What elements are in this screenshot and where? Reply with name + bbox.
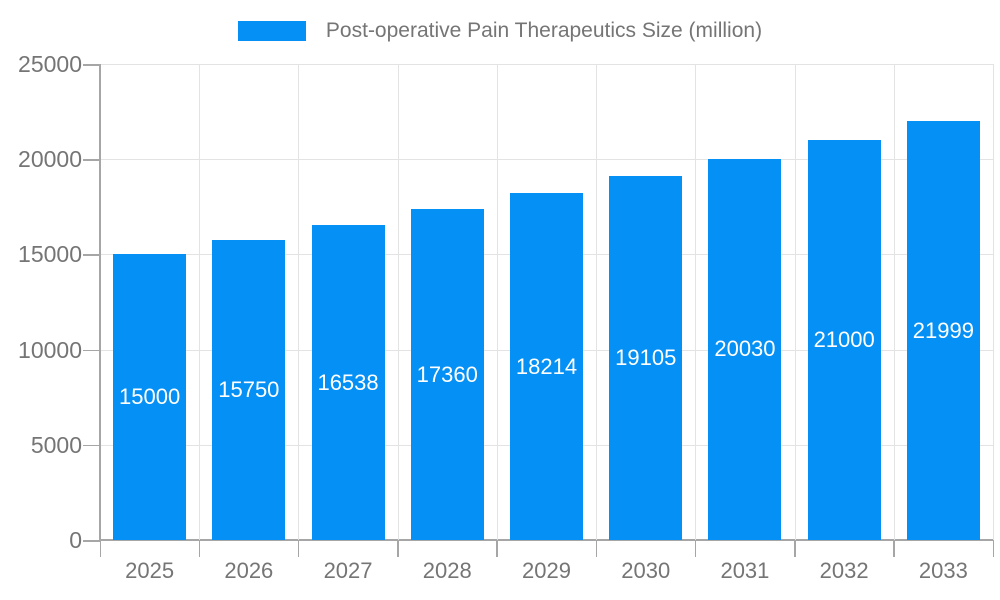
x-axis-tick	[198, 540, 201, 557]
x-axis-tick	[595, 540, 598, 557]
x-axis-label: 2028	[422, 558, 472, 583]
y-axis-label: 5000	[30, 431, 82, 458]
x-gridline	[397, 64, 399, 540]
x-axis-label: 2027	[323, 558, 373, 583]
y-axis-label: 10000	[18, 336, 82, 363]
x-axis-tick	[297, 540, 300, 557]
x-gridline	[199, 64, 201, 540]
y-gridline	[100, 159, 993, 161]
y-axis-tick	[83, 444, 100, 447]
x-axis-tick	[397, 540, 399, 557]
y-axis-tick	[83, 64, 100, 66]
x-axis-label: 2029	[522, 558, 571, 583]
legend-item[interactable]: Post-operative Pain Therapeutics Size (m…	[0, 14, 1000, 48]
x-axis-label: 2031	[720, 558, 770, 583]
bar[interactable]	[708, 158, 782, 540]
y-axis-label: 20000	[18, 146, 82, 173]
legend-swatch-icon	[237, 21, 306, 41]
x-axis-tick	[893, 540, 895, 557]
x-axis-tick	[794, 540, 796, 557]
legend-label: Post-operative Pain Therapeutics Size (m…	[325, 19, 763, 42]
x-axis-label: 2026	[224, 558, 274, 583]
x-gridline	[596, 64, 598, 540]
y-axis-label: 0	[69, 527, 82, 553]
x-axis-tick	[496, 540, 498, 557]
bar[interactable]	[311, 225, 385, 540]
y-axis-tick	[83, 540, 100, 542]
y-axis-label: 15000	[18, 241, 82, 268]
x-gridline	[695, 64, 697, 540]
x-gridline	[298, 64, 300, 540]
x-gridline	[993, 64, 994, 540]
bar[interactable]	[807, 140, 881, 540]
bar[interactable]	[609, 176, 683, 540]
bar[interactable]	[113, 254, 187, 540]
bar[interactable]	[410, 209, 484, 540]
x-gridline	[893, 64, 895, 540]
x-axis-tick	[99, 540, 101, 557]
y-axis-label: 25000	[18, 51, 82, 77]
y-axis-line	[99, 64, 101, 540]
y-axis-tick	[83, 159, 100, 161]
y-axis-tick	[83, 349, 100, 352]
x-axis-label: 2033	[918, 558, 968, 583]
bar[interactable]	[906, 121, 980, 540]
x-gridline	[496, 64, 498, 540]
x-axis-label: 2032	[819, 558, 869, 583]
y-gridline	[100, 64, 993, 65]
x-gridline	[794, 64, 796, 540]
x-axis-tick	[992, 540, 994, 557]
x-axis-label: 2025	[125, 558, 175, 583]
bar[interactable]	[510, 193, 583, 540]
bar[interactable]	[212, 240, 286, 540]
x-axis-label: 2030	[621, 558, 671, 583]
x-axis-tick	[694, 540, 697, 557]
y-axis-tick	[83, 254, 100, 256]
